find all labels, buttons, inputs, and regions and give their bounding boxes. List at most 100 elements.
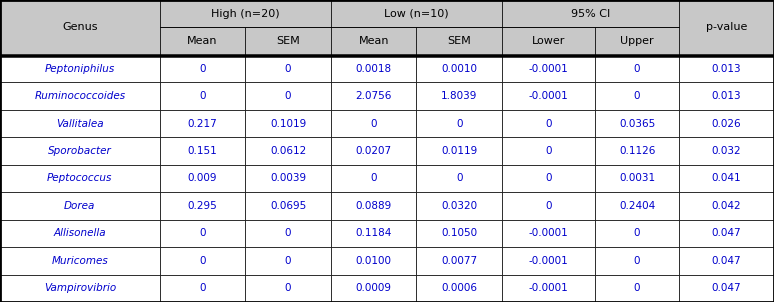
Text: 0: 0 — [634, 256, 640, 266]
Text: 0: 0 — [456, 119, 463, 129]
Bar — [331, 247, 416, 275]
Text: Vallitalea: Vallitalea — [56, 119, 104, 129]
Text: 0: 0 — [285, 283, 291, 293]
Text: 0.026: 0.026 — [711, 119, 741, 129]
Text: Dorea: Dorea — [64, 201, 95, 211]
Bar — [331, 55, 416, 82]
Bar — [0, 275, 159, 302]
Bar — [679, 275, 774, 302]
Text: p-value: p-value — [706, 22, 747, 32]
Text: Ruminococcoides: Ruminococcoides — [34, 91, 125, 101]
Bar — [245, 247, 331, 275]
Text: -0.0001: -0.0001 — [529, 64, 569, 74]
Text: Peptococcus: Peptococcus — [47, 173, 112, 183]
Bar — [159, 82, 245, 110]
Text: -0.0001: -0.0001 — [529, 283, 569, 293]
Bar — [416, 220, 502, 247]
Bar — [595, 55, 679, 82]
Bar — [679, 82, 774, 110]
Text: 0: 0 — [199, 228, 206, 238]
Bar — [331, 137, 416, 165]
Text: 0.047: 0.047 — [711, 256, 741, 266]
Bar — [416, 55, 502, 82]
Bar — [159, 110, 245, 137]
Bar — [679, 0, 774, 55]
Bar — [595, 110, 679, 137]
Text: 0: 0 — [285, 64, 291, 74]
Bar — [416, 27, 502, 55]
Text: Allisonella: Allisonella — [53, 228, 106, 238]
Bar — [245, 137, 331, 165]
Text: 0.0320: 0.0320 — [441, 201, 478, 211]
Bar — [0, 165, 159, 192]
Bar — [679, 220, 774, 247]
Bar — [416, 247, 502, 275]
Bar — [331, 192, 416, 220]
Text: 0: 0 — [371, 173, 377, 183]
Text: 0: 0 — [634, 228, 640, 238]
Text: 0: 0 — [546, 173, 552, 183]
Bar — [0, 220, 159, 247]
Bar — [679, 137, 774, 165]
Text: 0.0119: 0.0119 — [441, 146, 478, 156]
Bar — [159, 137, 245, 165]
Bar — [331, 275, 416, 302]
Bar — [679, 165, 774, 192]
Text: 0: 0 — [199, 283, 206, 293]
Bar — [416, 192, 502, 220]
Bar — [0, 55, 159, 82]
Bar — [502, 27, 595, 55]
Bar — [502, 275, 595, 302]
Bar — [331, 220, 416, 247]
Text: 0: 0 — [634, 283, 640, 293]
Text: 0.042: 0.042 — [711, 201, 741, 211]
Bar — [245, 220, 331, 247]
Text: 0.0077: 0.0077 — [441, 256, 478, 266]
Text: 0.0889: 0.0889 — [355, 201, 392, 211]
Text: 0: 0 — [371, 119, 377, 129]
Text: 0: 0 — [199, 91, 206, 101]
Bar — [0, 137, 159, 165]
Text: 0.0039: 0.0039 — [270, 173, 307, 183]
Bar — [595, 247, 679, 275]
Text: 0: 0 — [456, 173, 463, 183]
Bar — [331, 27, 416, 55]
Text: 0: 0 — [285, 228, 291, 238]
Bar — [416, 275, 502, 302]
Text: High (n=20): High (n=20) — [211, 9, 279, 19]
Bar — [502, 165, 595, 192]
Text: 0.0009: 0.0009 — [356, 283, 392, 293]
Text: 0: 0 — [199, 256, 206, 266]
Bar — [159, 220, 245, 247]
Bar — [502, 137, 595, 165]
Text: 0.295: 0.295 — [187, 201, 217, 211]
Text: 0.1126: 0.1126 — [619, 146, 656, 156]
Text: Low (n=10): Low (n=10) — [384, 9, 449, 19]
Bar — [331, 0, 502, 27]
Text: 0.0207: 0.0207 — [355, 146, 392, 156]
Text: 0.032: 0.032 — [711, 146, 741, 156]
Bar — [245, 82, 331, 110]
Bar — [679, 55, 774, 82]
Bar — [595, 82, 679, 110]
Text: SEM: SEM — [276, 36, 300, 46]
Bar — [159, 247, 245, 275]
Bar — [159, 0, 331, 27]
Text: Genus: Genus — [62, 22, 98, 32]
Bar — [502, 110, 595, 137]
Bar — [0, 82, 159, 110]
Text: Upper: Upper — [620, 36, 654, 46]
Text: 0.0018: 0.0018 — [355, 64, 392, 74]
Text: 0.047: 0.047 — [711, 228, 741, 238]
Bar — [416, 137, 502, 165]
Bar — [0, 192, 159, 220]
Text: Peptoniphilus: Peptoniphilus — [45, 64, 115, 74]
Bar — [331, 110, 416, 137]
Bar — [416, 82, 502, 110]
Bar — [595, 27, 679, 55]
Bar — [595, 275, 679, 302]
Text: 0.0365: 0.0365 — [619, 119, 656, 129]
Bar — [502, 82, 595, 110]
Bar — [245, 275, 331, 302]
Text: -0.0001: -0.0001 — [529, 91, 569, 101]
